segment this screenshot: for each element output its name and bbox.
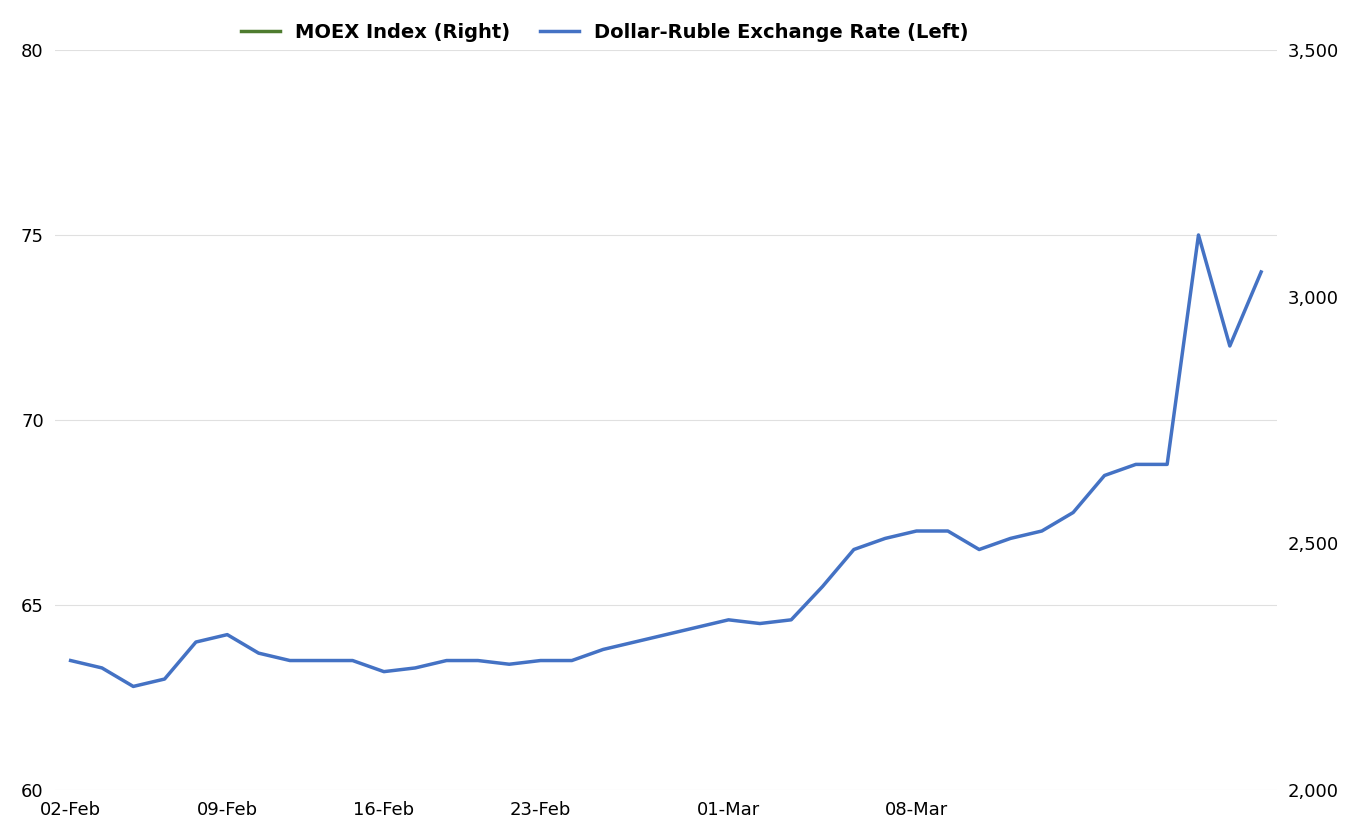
Dollar-Ruble Exchange Rate (Left) [908, 526, 925, 536]
Dollar-Ruble Exchange Rate (Left) [1034, 526, 1050, 536]
Dollar-Ruble Exchange Rate (Left) [188, 637, 204, 647]
Dollar-Ruble Exchange Rate (Left) [596, 644, 612, 654]
Dollar-Ruble Exchange Rate (Left) [1065, 507, 1081, 517]
Dollar-Ruble Exchange Rate (Left) [690, 622, 706, 633]
Dollar-Ruble Exchange Rate (Left) [783, 615, 800, 625]
Dollar-Ruble Exchange Rate (Left) [94, 663, 110, 673]
Dollar-Ruble Exchange Rate (Left) [877, 533, 894, 543]
Dollar-Ruble Exchange Rate (Left) [815, 581, 831, 591]
Dollar-Ruble Exchange Rate (Left) [438, 655, 454, 665]
Dollar-Ruble Exchange Rate (Left) [1253, 267, 1269, 277]
Dollar-Ruble Exchange Rate (Left) [846, 544, 862, 554]
Dollar-Ruble Exchange Rate (Left) [1096, 470, 1112, 480]
Line: Dollar-Ruble Exchange Rate (Left): Dollar-Ruble Exchange Rate (Left) [71, 235, 1261, 686]
Dollar-Ruble Exchange Rate (Left) [375, 667, 392, 677]
Dollar-Ruble Exchange Rate (Left) [313, 655, 329, 665]
Dollar-Ruble Exchange Rate (Left) [532, 655, 548, 665]
Dollar-Ruble Exchange Rate (Left) [940, 526, 956, 536]
Dollar-Ruble Exchange Rate (Left) [219, 630, 235, 640]
Dollar-Ruble Exchange Rate (Left) [1221, 341, 1238, 351]
Dollar-Ruble Exchange Rate (Left) [627, 637, 643, 647]
Dollar-Ruble Exchange Rate (Left) [564, 655, 581, 665]
Dollar-Ruble Exchange Rate (Left) [469, 655, 486, 665]
Dollar-Ruble Exchange Rate (Left) [721, 615, 737, 625]
Dollar-Ruble Exchange Rate (Left) [1002, 533, 1019, 543]
Dollar-Ruble Exchange Rate (Left) [971, 544, 987, 554]
Dollar-Ruble Exchange Rate (Left) [1159, 459, 1175, 470]
Dollar-Ruble Exchange Rate (Left) [156, 674, 173, 684]
Dollar-Ruble Exchange Rate (Left) [658, 630, 675, 640]
Dollar-Ruble Exchange Rate (Left) [407, 663, 423, 673]
Dollar-Ruble Exchange Rate (Left) [1127, 459, 1144, 470]
Legend: MOEX Index (Right), Dollar-Ruble Exchange Rate (Left): MOEX Index (Right), Dollar-Ruble Exchang… [233, 15, 976, 50]
Dollar-Ruble Exchange Rate (Left) [250, 648, 267, 659]
Dollar-Ruble Exchange Rate (Left) [125, 681, 141, 691]
Dollar-Ruble Exchange Rate (Left) [500, 659, 517, 669]
Dollar-Ruble Exchange Rate (Left) [752, 618, 768, 628]
Dollar-Ruble Exchange Rate (Left) [344, 655, 360, 665]
Dollar-Ruble Exchange Rate (Left) [1190, 230, 1206, 240]
Dollar-Ruble Exchange Rate (Left) [282, 655, 298, 665]
Dollar-Ruble Exchange Rate (Left) [63, 655, 79, 665]
